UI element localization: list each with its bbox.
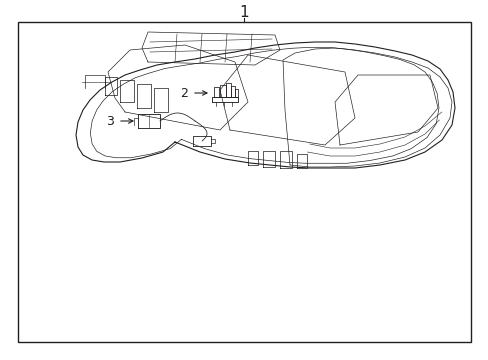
Text: 3: 3 [106,114,114,127]
Text: 2: 2 [180,86,187,99]
Text: 1: 1 [239,5,248,19]
Bar [18,22,470,342]
